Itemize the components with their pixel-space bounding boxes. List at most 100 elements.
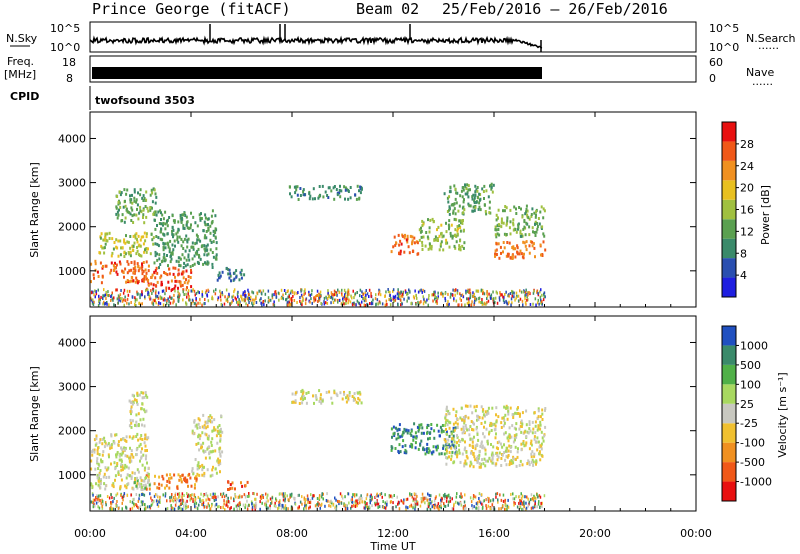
ground-cell bbox=[368, 295, 370, 298]
range-cell bbox=[195, 233, 198, 237]
range-cell bbox=[393, 235, 396, 239]
ground-cell bbox=[389, 303, 392, 307]
range-cell bbox=[532, 230, 534, 234]
range-cell bbox=[515, 433, 518, 437]
ground-cell bbox=[528, 502, 530, 506]
range-cell bbox=[509, 220, 512, 224]
range-cell bbox=[409, 432, 412, 436]
range-cell bbox=[425, 231, 428, 234]
ground-cell bbox=[120, 493, 122, 497]
ground-cell bbox=[278, 506, 280, 510]
ground-cell bbox=[221, 495, 223, 499]
freq-right-tick-bottom: 0 bbox=[709, 72, 716, 85]
range-cell bbox=[144, 444, 147, 448]
ground-cell bbox=[94, 498, 96, 502]
ground-cell bbox=[136, 290, 138, 294]
range-cell bbox=[480, 405, 483, 409]
ground-cell bbox=[271, 496, 274, 500]
range-cell bbox=[191, 467, 194, 471]
range-cell bbox=[203, 220, 206, 224]
ground-cell bbox=[288, 301, 291, 305]
range-cell bbox=[464, 446, 467, 450]
ground-cell bbox=[521, 299, 524, 303]
range-cell bbox=[182, 226, 185, 230]
ground-cell bbox=[532, 506, 534, 510]
ground-cell bbox=[351, 496, 353, 500]
ground-cell bbox=[476, 502, 479, 506]
range-cell bbox=[187, 484, 189, 488]
range-cell bbox=[110, 433, 113, 437]
range-cell bbox=[314, 197, 316, 201]
range-cell bbox=[190, 211, 192, 215]
ground-cell bbox=[154, 299, 156, 303]
range-cell bbox=[446, 419, 449, 423]
ground-cell bbox=[421, 497, 423, 501]
range-cell bbox=[182, 288, 185, 292]
ground-cell bbox=[352, 289, 354, 293]
range-cell bbox=[103, 246, 106, 250]
ground-cell bbox=[376, 298, 379, 302]
range-cell bbox=[146, 461, 148, 465]
range-cell bbox=[479, 208, 482, 212]
range-cell bbox=[130, 268, 133, 272]
ground-cell bbox=[255, 506, 257, 510]
range-cell bbox=[300, 390, 303, 393]
colorbar-tick-label: 8 bbox=[740, 247, 747, 260]
range-cell bbox=[528, 233, 531, 237]
range-cell bbox=[104, 233, 107, 237]
ground-cell bbox=[364, 304, 367, 307]
range-cell bbox=[214, 214, 217, 218]
range-cell bbox=[100, 244, 103, 248]
ground-cell bbox=[514, 298, 516, 302]
range-cell bbox=[211, 429, 214, 433]
ground-cell bbox=[409, 492, 411, 496]
range-cell bbox=[153, 482, 156, 486]
range-cell bbox=[422, 431, 425, 435]
range-cell bbox=[140, 482, 143, 486]
ground-cell bbox=[267, 499, 269, 503]
ground-cell bbox=[499, 493, 501, 497]
ground-cell bbox=[335, 498, 337, 502]
colorbar-segment bbox=[722, 238, 736, 259]
freq-right-tick-top: 60 bbox=[709, 56, 723, 69]
range-cell bbox=[145, 232, 148, 236]
range-cell bbox=[359, 392, 362, 396]
range-cell bbox=[117, 202, 120, 206]
ground-cell bbox=[162, 298, 165, 302]
ground-cell bbox=[474, 298, 477, 302]
range-cell bbox=[497, 216, 499, 220]
ground-cell bbox=[354, 493, 356, 497]
range-cell bbox=[90, 459, 93, 463]
range-cell bbox=[297, 198, 300, 201]
range-cell bbox=[203, 474, 206, 478]
ground-cell bbox=[193, 302, 196, 306]
range-cell bbox=[445, 230, 448, 234]
ground-cell bbox=[427, 492, 429, 496]
ground-cell bbox=[250, 295, 252, 299]
ground-cell bbox=[212, 297, 214, 301]
range-cell bbox=[123, 238, 126, 242]
ground-cell bbox=[135, 493, 138, 496]
range-cell bbox=[458, 448, 461, 452]
range-cell bbox=[421, 219, 424, 223]
range-cell bbox=[211, 468, 214, 472]
range-cell bbox=[155, 213, 158, 217]
range-cell bbox=[458, 224, 461, 228]
range-cell bbox=[507, 254, 510, 258]
range-cell bbox=[204, 216, 207, 220]
ground-cell bbox=[363, 299, 366, 303]
range-cell bbox=[128, 252, 131, 256]
ground-cell bbox=[526, 495, 528, 499]
ground-cell bbox=[255, 301, 258, 304]
range-cell bbox=[347, 397, 350, 401]
range-cell bbox=[454, 414, 457, 418]
nsearch-label: N.Search bbox=[746, 32, 796, 45]
range-cell bbox=[539, 415, 542, 419]
range-cell bbox=[219, 430, 222, 434]
range-cell bbox=[215, 247, 218, 251]
ground-cell bbox=[191, 298, 194, 302]
range-cell bbox=[97, 275, 100, 278]
ground-cell bbox=[496, 301, 499, 305]
range-cell bbox=[121, 213, 124, 217]
range-cell bbox=[171, 288, 174, 291]
